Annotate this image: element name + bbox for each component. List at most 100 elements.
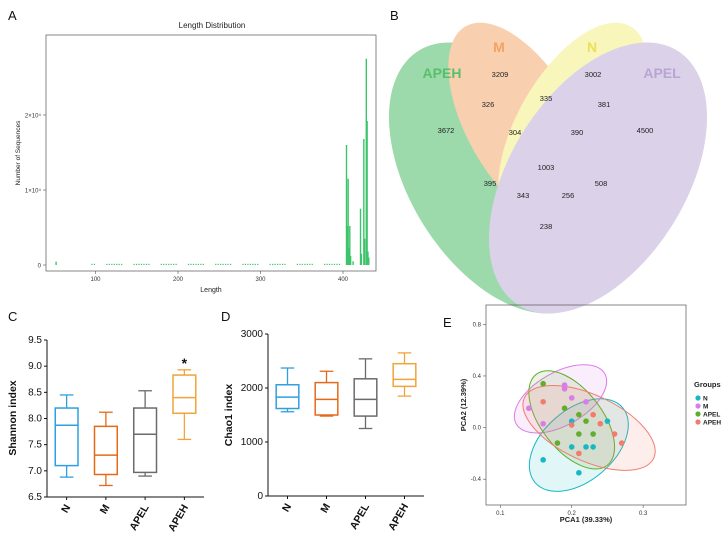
chart-a-noise-bar [336,263,338,265]
panel-c-shannon: C Shannon index 6.57.07.58.08.59.09.5N M A… [7,309,204,534]
panel-e-pca: E 0.1 0.2 0.3 -0.4 0.0 0.4 0.8 PCA1 (39.33%) P… [443,304,721,524]
chart-xtick-label: M [98,502,113,516]
chart-e-xtick-label: 0.2 [568,511,577,517]
chart-a-noise-bar [242,263,244,265]
chart-e-ytick-label: 0.0 [473,426,482,432]
chart-a-noise-bar [279,263,281,265]
chart-a-noise-bar [254,263,256,265]
chart-a-noise-bar [138,263,140,265]
pca-point-m [540,420,546,427]
chart-e-ytick-label: 0.4 [473,374,482,380]
pca-point-m [583,398,589,405]
chart-a-noise-bar [225,263,227,265]
panel-letter-d: D [221,309,230,324]
box-iqr [132,407,158,474]
pca-point-m [526,405,532,412]
pca-point-m [561,386,568,392]
chart-a-noise-bar [217,263,219,265]
chart-a-noise-bar [143,263,145,265]
pca-ellipse-apeh [522,385,656,471]
chart-a-bar [365,58,367,265]
panel-b-venn: B APEH M N APEL 3672 3209 3002 4500 326 … [388,8,708,314]
pca-point-n [568,418,575,424]
chart-xtick-label: APEH [166,503,191,534]
pca-point-n [583,444,589,450]
chart-a-noise-bar [309,263,311,265]
venn-count-apeh-n-apel: 343 [517,191,530,200]
venn-count-n-apel: 381 [598,100,611,109]
chart-ytick-label: 3000 [241,329,264,340]
chart-a-bar [368,257,370,265]
chart-a-noise-bar [111,263,113,265]
box-iqr [93,425,119,476]
venn-count-apeh-n: 395 [484,179,497,188]
chart-a-noise-bar [113,263,115,265]
pca-point-apeh [568,422,575,428]
chart-e-ytick-label: -0.4 [471,477,482,483]
chart-xtick-label: N [280,502,294,515]
venn-count-apeh-apel: 238 [540,222,553,231]
chart-a-noise-bar [170,263,172,265]
pca-point-n [590,444,596,450]
chart-ytick-label: 8.0 [28,414,42,425]
box-iqr [172,374,197,415]
venn-set-label-n: N [587,39,597,55]
chart-a-bar [367,251,369,265]
pca-point-apeh [597,420,604,427]
venn-count-m-n-apel: 390 [571,128,584,137]
venn-count-apeh-m-apel: 256 [562,191,575,200]
chart-a-ylabel: Number of Sequences [15,120,22,185]
chart-a-noise-bar [333,263,336,265]
chart-ytick-label: 2000 [241,383,264,394]
chart-a-xtick-label: 400 [338,277,349,283]
panel-a-length-distribution: A Length Distribution 0 1×10⁴ 2×10⁴ 100 200… [8,8,377,294]
chart-a-bar [346,226,349,265]
chart-xtick-label: APEL [127,502,152,533]
chart-a-noise-bar [195,263,197,265]
chart-a-noise-bar [165,263,167,265]
pca-point-apel [561,405,568,412]
chart-a-ytick-label: 0 [38,264,42,270]
venn-ellipse-apel [488,42,708,314]
chart-a-noise-bar [306,263,308,265]
chart-a-noise-bar [145,263,148,265]
chart-a-noise-bar [229,263,232,265]
chart-a-noise-bar [148,263,150,265]
chart-ytick-label: 9.0 [28,361,42,372]
chart-a-noise-bar [135,263,138,265]
chart-a-ytick-label: 1×10⁴ [25,188,42,195]
chart-a-noise-bar [269,263,271,265]
box-iqr [353,378,378,417]
chart-a-xtick-label: 100 [90,277,101,283]
chart-a-noise-bar [93,263,96,265]
pca-point-apeh [611,431,618,437]
legend-label-apeh: APEH [703,419,721,426]
chart-a-noise-bar [277,263,279,265]
chart-a-bar [55,261,57,265]
venn-set-label-m: M [493,39,505,55]
chart-a-noise-bar [190,263,192,265]
chart-e-xlabel: PCA1 (39.33%) [560,515,613,524]
chart-a-noise-bar [173,263,175,265]
chart-a-noise-bar [249,263,251,265]
chart-a-noise-bar [140,263,143,265]
chart-a-bar [348,248,350,265]
chart-a-bar [352,261,354,265]
chart-a-noise-bar [215,263,217,265]
panel-letter-b: B [390,8,399,23]
chart-ytick-label: 1000 [241,437,264,448]
chart-a-ytick-label: 2×10⁴ [25,113,42,120]
chart-a-bar [366,121,368,265]
chart-xtick-label: APEL [348,501,373,532]
chart-a-frame [45,34,377,272]
chart-a-noise-bar [163,263,165,265]
chart-a-noise-bar [220,263,222,265]
chart-a-noise-bar [247,263,249,265]
chart-a-title: Length Distribution [179,21,246,30]
chart-a-noise-bar [304,263,306,265]
chart-ytick-label: 6.5 [28,492,42,503]
chart-xtick-label: APEH [386,502,411,533]
pca-point-apel [576,411,582,418]
panel-d-chao1: D Chao1 index 0 1000 2000 3000 N M APEL APEH [221,309,424,533]
chart-a-noise-bar [328,263,331,265]
